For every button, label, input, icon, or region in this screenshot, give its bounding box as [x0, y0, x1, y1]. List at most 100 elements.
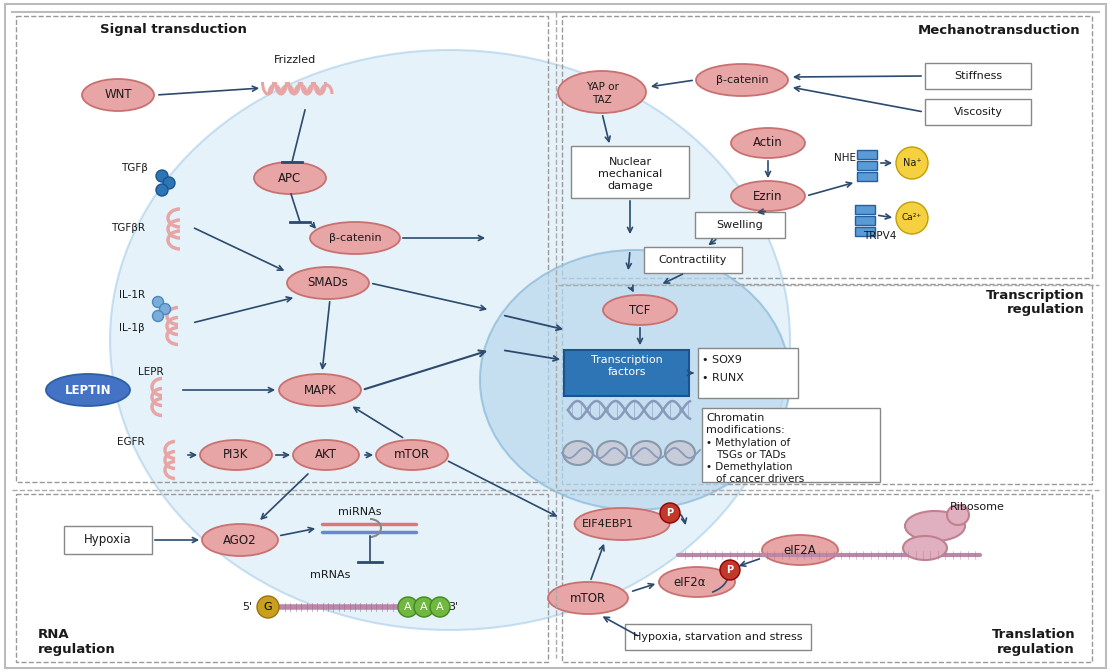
Text: A: A: [404, 602, 412, 612]
Text: RNA: RNA: [38, 628, 70, 642]
Bar: [698, 348, 798, 398]
Circle shape: [160, 304, 170, 314]
Ellipse shape: [82, 79, 154, 111]
Text: Chromatin: Chromatin: [705, 413, 764, 423]
Circle shape: [152, 310, 163, 321]
Text: mRNAs: mRNAs: [310, 570, 350, 580]
Bar: [16, 494, 548, 662]
Ellipse shape: [947, 505, 969, 525]
Ellipse shape: [376, 440, 448, 470]
Circle shape: [720, 560, 740, 580]
Circle shape: [156, 170, 168, 182]
Bar: [644, 247, 742, 273]
Ellipse shape: [254, 162, 326, 194]
Text: AKT: AKT: [316, 448, 337, 462]
Text: 3': 3': [448, 602, 458, 612]
Text: APC: APC: [279, 171, 301, 185]
Text: Na⁺: Na⁺: [902, 158, 921, 168]
Ellipse shape: [731, 181, 805, 211]
Text: Ezrin: Ezrin: [753, 190, 783, 202]
Text: Ca²⁺: Ca²⁺: [902, 214, 922, 222]
Ellipse shape: [665, 441, 695, 465]
Bar: [857, 161, 877, 170]
Text: Translation: Translation: [991, 628, 1075, 642]
Circle shape: [152, 296, 163, 308]
Ellipse shape: [903, 536, 947, 560]
Text: mTOR: mTOR: [394, 448, 430, 462]
Ellipse shape: [574, 508, 670, 540]
Text: IL-1R: IL-1R: [119, 290, 146, 300]
Text: of cancer drivers: of cancer drivers: [715, 474, 804, 484]
Ellipse shape: [603, 295, 677, 325]
Text: Actin: Actin: [753, 136, 783, 149]
Text: mechanical: mechanical: [598, 169, 662, 179]
Text: Hypoxia, starvation and stress: Hypoxia, starvation and stress: [633, 632, 803, 642]
Ellipse shape: [905, 511, 965, 541]
Text: EGFR: EGFR: [118, 437, 146, 447]
Bar: [855, 216, 875, 225]
Bar: [925, 99, 1031, 125]
Text: Transcription
factors: Transcription factors: [591, 355, 663, 377]
Circle shape: [257, 596, 279, 618]
Bar: [16, 16, 548, 482]
Bar: [562, 494, 1092, 662]
Ellipse shape: [480, 250, 790, 510]
Text: Stiffness: Stiffness: [954, 71, 1002, 81]
Circle shape: [398, 597, 418, 617]
Text: mTOR: mTOR: [570, 591, 607, 605]
Ellipse shape: [310, 222, 400, 254]
Text: Hypoxia: Hypoxia: [84, 534, 132, 546]
Text: Frizzled: Frizzled: [274, 55, 317, 65]
Text: TGFβ: TGFβ: [121, 163, 148, 173]
Text: TSGs or TADs: TSGs or TADs: [715, 450, 785, 460]
Bar: [64, 526, 152, 554]
Bar: [571, 146, 689, 198]
Bar: [857, 150, 877, 159]
Text: modifications:: modifications:: [705, 425, 784, 435]
Circle shape: [414, 597, 434, 617]
Text: PI3K: PI3K: [223, 448, 249, 462]
Text: YAP or: YAP or: [585, 82, 619, 92]
Ellipse shape: [287, 267, 369, 299]
Circle shape: [163, 177, 176, 189]
Text: TGFβR: TGFβR: [111, 223, 146, 233]
Circle shape: [895, 202, 928, 234]
Text: MAPK: MAPK: [303, 384, 337, 396]
Text: damage: damage: [607, 181, 653, 191]
Text: NHE: NHE: [834, 153, 855, 163]
Ellipse shape: [202, 524, 278, 556]
Ellipse shape: [659, 567, 735, 597]
Text: Nuclear: Nuclear: [609, 157, 651, 167]
Bar: [857, 172, 877, 181]
Text: Viscosity: Viscosity: [953, 107, 1002, 117]
Bar: [695, 212, 785, 238]
Text: A: A: [420, 602, 428, 612]
Ellipse shape: [200, 440, 272, 470]
Text: Ribosome: Ribosome: [950, 502, 1004, 512]
Bar: [702, 408, 880, 482]
Ellipse shape: [597, 441, 627, 465]
Ellipse shape: [293, 440, 359, 470]
Circle shape: [430, 597, 450, 617]
Ellipse shape: [548, 582, 628, 614]
Text: Mechanotransduction: Mechanotransduction: [918, 24, 1080, 36]
Text: Transcription: Transcription: [987, 290, 1085, 302]
Text: LEPTIN: LEPTIN: [64, 384, 111, 396]
Text: TRPV4: TRPV4: [863, 231, 897, 241]
Text: • SOX9: • SOX9: [702, 355, 742, 365]
Bar: [564, 350, 689, 396]
Text: TCF: TCF: [629, 304, 651, 317]
Bar: [855, 205, 875, 214]
Circle shape: [895, 147, 928, 179]
Text: Swelling: Swelling: [717, 220, 763, 230]
Text: regulation: regulation: [998, 644, 1075, 657]
Text: regulation: regulation: [1008, 304, 1085, 317]
Ellipse shape: [563, 441, 593, 465]
Text: miRNAs: miRNAs: [338, 507, 382, 517]
Ellipse shape: [558, 71, 645, 113]
Text: LEPR: LEPR: [138, 367, 163, 377]
Text: • RUNX: • RUNX: [702, 373, 744, 383]
Ellipse shape: [762, 535, 838, 565]
Text: eIF2A: eIF2A: [783, 544, 817, 556]
Text: 5': 5': [242, 602, 252, 612]
